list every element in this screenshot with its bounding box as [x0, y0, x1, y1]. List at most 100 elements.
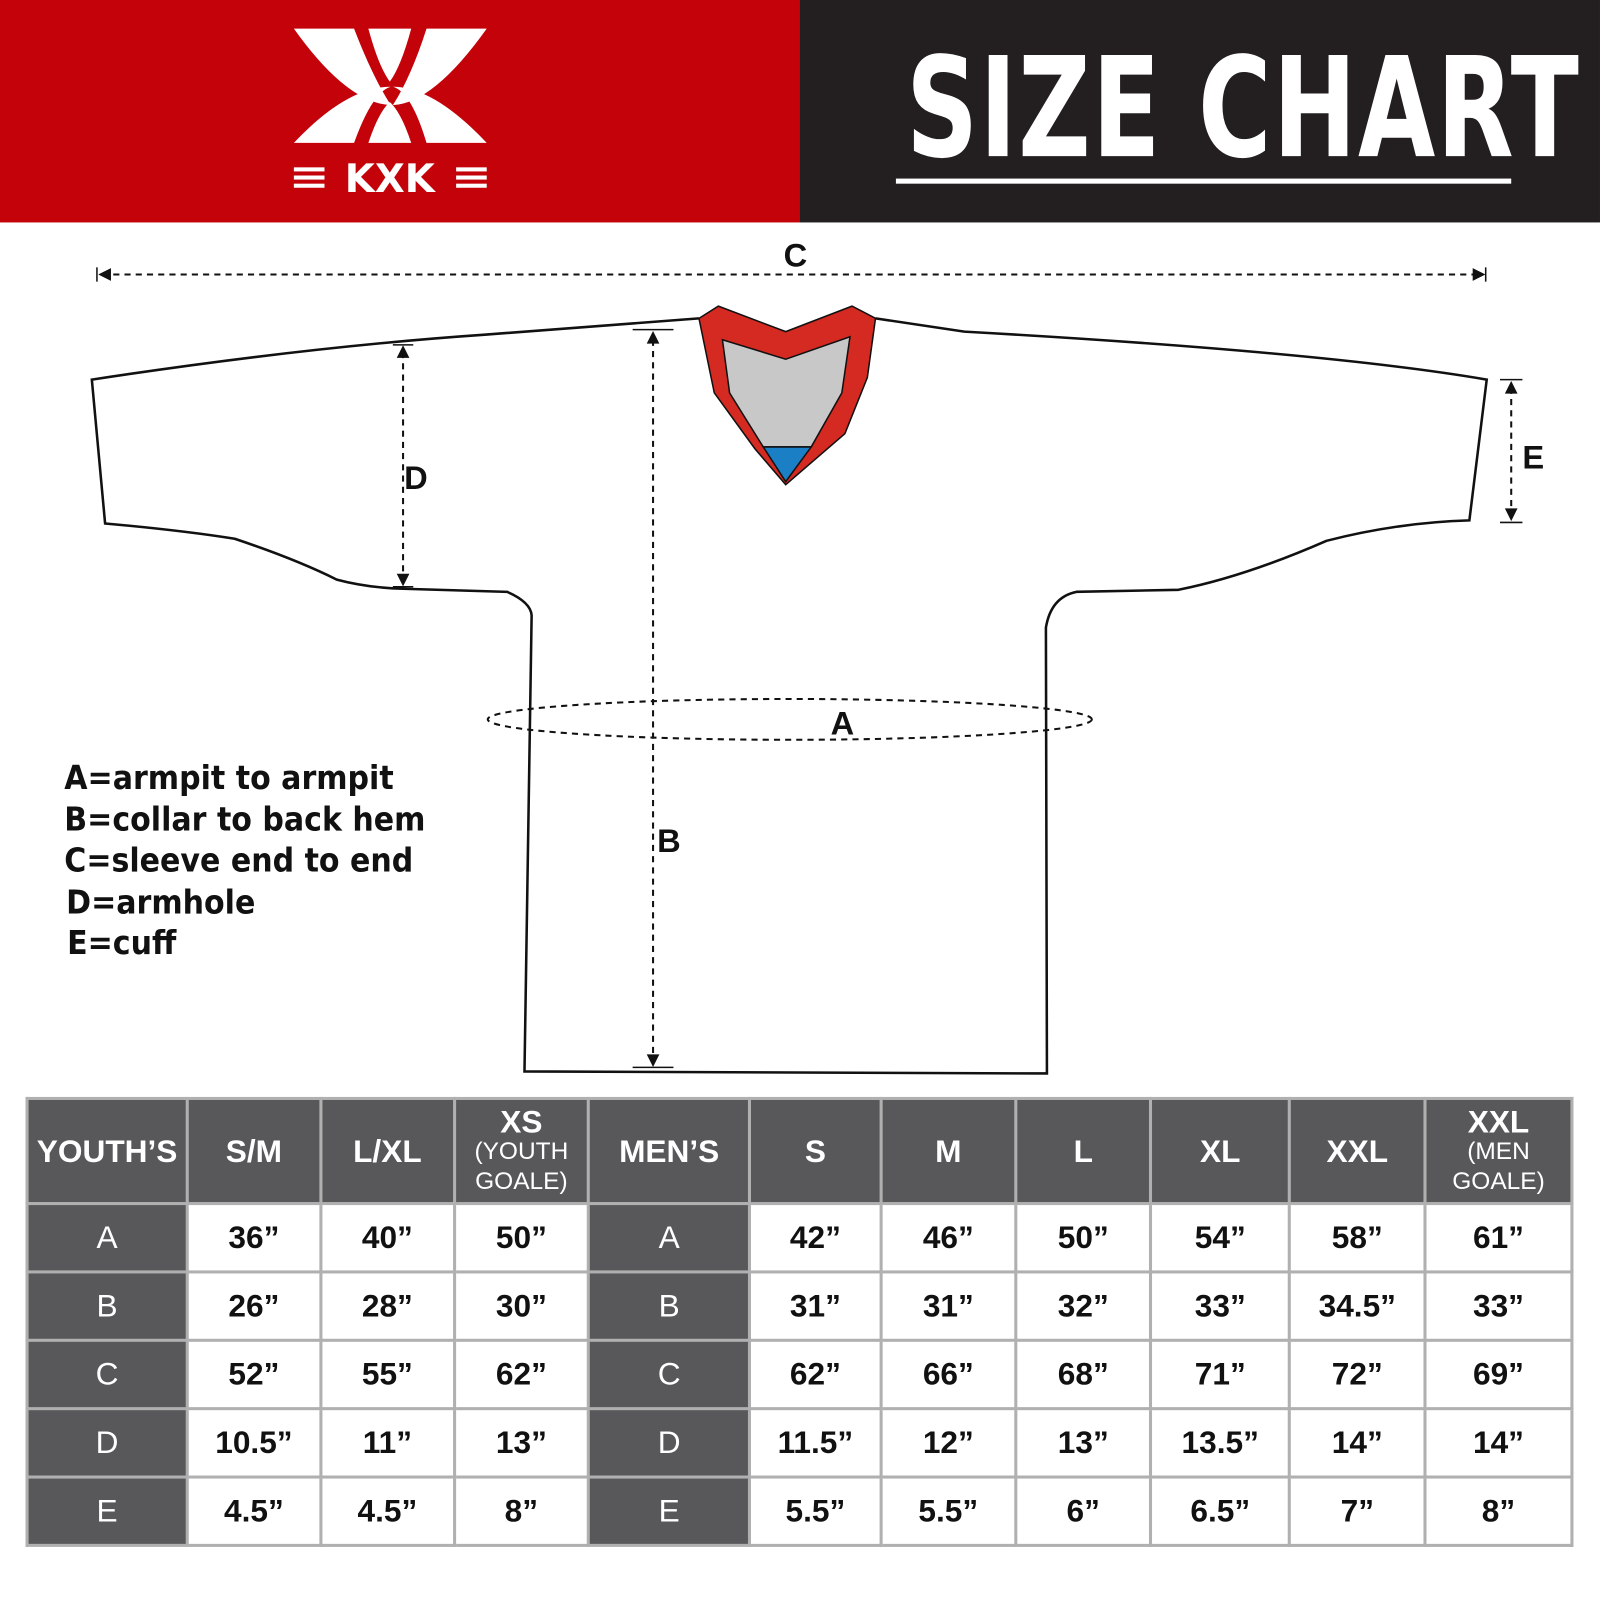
column-header-label: L/XL: [353, 1133, 422, 1169]
table-cell: 34.5”: [1288, 1270, 1427, 1342]
label-c: C: [783, 236, 808, 274]
table-cell: 54”: [1149, 1202, 1292, 1274]
legend-item: B=collar to back hem: [64, 799, 426, 839]
table-cell: 11”: [319, 1407, 456, 1479]
table-cell: 5.5”: [879, 1475, 1018, 1547]
jersey-outline: [90, 317, 1489, 1075]
table-cell: 10.5”: [185, 1407, 323, 1479]
table-cell: 52”: [185, 1338, 323, 1411]
column-header: MEN’S: [587, 1096, 752, 1206]
table-cell: 68”: [1014, 1338, 1153, 1411]
table-row: E 4.5” 4.5” 8” E 5.5” 5.5” 6” 6.5” 7” 8”: [25, 1475, 1574, 1547]
table-cell: 14”: [1423, 1407, 1574, 1479]
row-label: D: [587, 1407, 752, 1479]
label-d: D: [404, 459, 428, 496]
jersey-diagram: [90, 267, 1523, 1075]
row-label: C: [25, 1338, 189, 1411]
column-header: S: [748, 1096, 883, 1206]
column-header-sublabel: (MEN GOALE): [1452, 1137, 1545, 1195]
header-brand-panel: KXK: [0, 0, 800, 223]
table-cell: 40”: [319, 1202, 456, 1274]
table-cell: 31”: [748, 1270, 883, 1342]
legend-item: A=armpit to armpit: [64, 758, 394, 797]
column-header-label: MEN’S: [619, 1133, 720, 1169]
column-header-label: S/M: [225, 1133, 283, 1169]
column-header: XL: [1149, 1096, 1292, 1206]
row-label: D: [25, 1407, 189, 1479]
table-cell: 33”: [1423, 1270, 1574, 1342]
column-header-label: XS: [500, 1103, 543, 1140]
table-cell: 7”: [1288, 1475, 1427, 1547]
table-cell: 33”: [1149, 1270, 1292, 1342]
header-title-panel: [799, 0, 1600, 223]
table-cell: 42”: [748, 1202, 883, 1274]
label-e: E: [1522, 438, 1545, 476]
brand-wordmark: KXK: [345, 157, 437, 199]
table-cell: 4.5”: [319, 1475, 456, 1547]
table-cell: 28”: [319, 1270, 456, 1342]
column-header-sublabel: (YOUTH GOALE): [474, 1137, 569, 1195]
table-cell: 61”: [1423, 1202, 1574, 1274]
table-cell: 5.5”: [748, 1475, 883, 1547]
table-cell: 11.5”: [748, 1407, 883, 1479]
measurement-legend: A=armpit to armpit B=collar to back hem …: [64, 757, 425, 964]
column-header: XXL: [1288, 1096, 1427, 1206]
table-cell: 13”: [1014, 1407, 1153, 1479]
column-header-label: XXL: [1467, 1103, 1530, 1140]
row-label: E: [587, 1475, 752, 1547]
table-cell: 50”: [1014, 1202, 1153, 1274]
column-header-label: YOUTH’S: [36, 1133, 178, 1169]
label-a: A: [830, 705, 855, 742]
label-b: B: [657, 822, 681, 860]
table-cell: 58”: [1288, 1202, 1427, 1274]
row-label: E: [25, 1475, 189, 1547]
table-cell: 46”: [879, 1202, 1018, 1274]
row-label: C: [587, 1338, 752, 1411]
column-header-label: M: [935, 1133, 962, 1169]
table-cell: 31”: [879, 1270, 1018, 1342]
column-header-label: S: [804, 1133, 826, 1169]
column-header: XXL (MEN GOALE): [1423, 1096, 1574, 1206]
table-cell: 62”: [748, 1338, 883, 1411]
table-cell: 8”: [452, 1475, 591, 1547]
table-row: A 36” 40” 50” A 42” 46” 50” 54” 58” 61”: [25, 1202, 1574, 1274]
column-header: L/XL: [319, 1096, 456, 1206]
table-cell: 14”: [1288, 1407, 1427, 1479]
table-cell: 13”: [452, 1407, 591, 1479]
row-label: B: [587, 1270, 752, 1342]
table-cell: 6.5”: [1149, 1475, 1292, 1547]
page-title: SIZE CHART: [906, 28, 1581, 190]
table-cell: 66”: [879, 1338, 1018, 1411]
column-header: L: [1014, 1096, 1153, 1206]
table-cell: 4.5”: [185, 1475, 323, 1547]
table-row: C 52” 55” 62” C 62” 66” 68” 71” 72” 69”: [25, 1338, 1574, 1411]
table-cell: 32”: [1014, 1270, 1153, 1342]
table-row: B 26” 28” 30” B 31” 31” 32” 33” 34.5” 33”: [25, 1270, 1574, 1342]
table-cell: 55”: [319, 1338, 456, 1411]
row-label: A: [25, 1202, 189, 1274]
column-header: XS (YOUTH GOALE): [452, 1096, 591, 1206]
collar-inner: [721, 335, 851, 448]
table-cell: 8”: [1423, 1475, 1574, 1547]
size-table: YOUTH’S S/M L/XL XS (YOUTH GOALE) MEN’S S M L XL X…: [25, 1096, 1574, 1547]
table-cell: 6”: [1014, 1475, 1153, 1547]
legend-item: D=armhole: [66, 882, 256, 921]
table-cell: 50”: [452, 1202, 591, 1274]
column-header-label: L: [1073, 1133, 1093, 1169]
legend-item: E=cuff: [67, 923, 177, 963]
row-label: B: [25, 1270, 189, 1342]
kxk-logo: KXK: [293, 28, 487, 199]
table-header-row: YOUTH’S S/M L/XL XS (YOUTH GOALE) MEN’S S M L XL X…: [25, 1096, 1574, 1206]
collar-accent: [761, 446, 813, 483]
row-label: A: [587, 1202, 752, 1274]
table-cell: 69”: [1423, 1338, 1574, 1411]
column-header-label: XL: [1200, 1133, 1241, 1169]
table-cell: 13.5”: [1149, 1407, 1292, 1479]
measure-a-line: [486, 697, 1093, 741]
column-header: M: [879, 1096, 1018, 1206]
table-cell: 62”: [452, 1338, 591, 1411]
table-cell: 12”: [879, 1407, 1018, 1479]
title-underline: [895, 178, 1512, 184]
table-cell: 26”: [185, 1270, 323, 1342]
